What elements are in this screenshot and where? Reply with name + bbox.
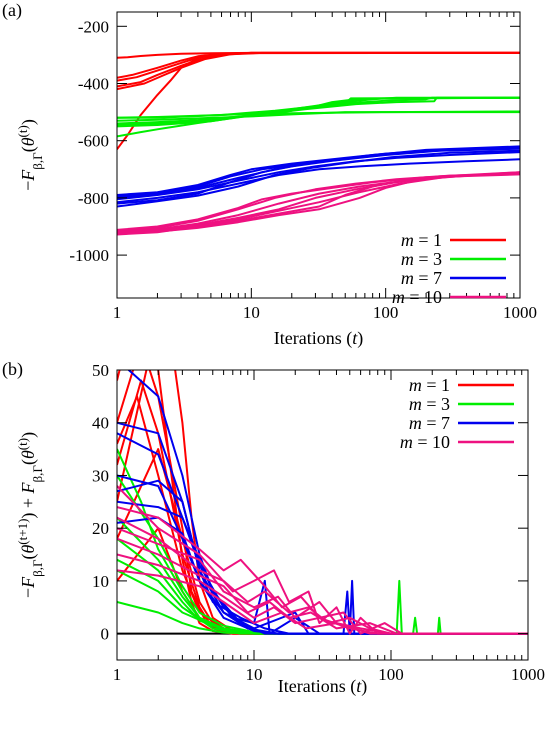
y-tick-label: -200 xyxy=(78,17,109,36)
series-line-m7-run-1 xyxy=(127,370,528,635)
x-tick-label: 100 xyxy=(373,303,399,322)
y-tick-label: -600 xyxy=(78,132,109,151)
x-tick-label: 10 xyxy=(246,665,263,684)
series-line-m7-run-5 xyxy=(117,158,520,204)
x-tick-label: 1000 xyxy=(511,665,545,684)
x-axis-label: Iterations (t) xyxy=(274,328,363,349)
panel-label: (a) xyxy=(2,0,22,21)
panel-label: (b) xyxy=(2,359,23,380)
panel-b: 1 10 100 1000 0 10 20 30 40 50 Iterations (t) −Fβ,Γ… xyxy=(2,359,545,697)
series-line-m3-run-2 xyxy=(117,111,520,122)
series-line-m7-run-6 xyxy=(117,147,520,205)
series-line-m1-run-2 xyxy=(117,51,520,79)
series-line-m10-run-4 xyxy=(117,527,528,635)
series-line-m3-run-7 xyxy=(117,96,520,119)
x-tick-label: 100 xyxy=(378,665,404,684)
x-tick-label: 1 xyxy=(113,303,122,322)
series-line-m10-run-5 xyxy=(117,537,528,635)
x-axis-label: Iterations (t) xyxy=(278,676,367,697)
x-tick-label: 1000 xyxy=(503,303,537,322)
y-tick-label: 10 xyxy=(92,572,109,591)
series-line-m10-run-7 xyxy=(117,173,520,231)
plot-frame xyxy=(116,11,521,299)
y-axis-label: −Fβ,Γ(θ(t+1)) + Fβ,Γ(θ(t)) xyxy=(15,432,45,598)
plot-area xyxy=(117,51,520,236)
legend-label: m = 1 xyxy=(401,230,442,250)
y-tick-label: 0 xyxy=(101,625,110,644)
x-tick-label: 1 xyxy=(113,665,122,684)
series-line-m10-run-6 xyxy=(117,172,520,236)
y-tick-label: -1000 xyxy=(69,246,109,265)
series-line-m7-run-7 xyxy=(117,149,520,208)
series-line-m10-run-3 xyxy=(117,516,528,635)
legend-label: m = 3 xyxy=(409,394,450,414)
legend-label: m = 7 xyxy=(409,413,450,433)
y-axis-label: −Fβ,Γ(θ(t)) xyxy=(15,119,45,191)
series-line-m10-run-7 xyxy=(117,569,528,635)
series-line-m10-run-1 xyxy=(117,485,528,635)
series-line-m3-run-6 xyxy=(117,96,520,138)
x-tick-label: 10 xyxy=(243,303,260,322)
y-tick-label: 20 xyxy=(92,519,109,538)
y-tick-label: 50 xyxy=(92,361,109,380)
y-tick-label: 40 xyxy=(92,414,109,433)
panel-a: 1 10 100 1000 -200 -400 -600 -800 -1000 Iteration… xyxy=(2,0,537,349)
series-line-m7-run-4 xyxy=(117,151,520,201)
figure: 1 10 100 1000-200-400-600-800-1000Iteration… xyxy=(2,0,545,697)
legend-label: m = 10 xyxy=(400,432,450,452)
plot-frame xyxy=(116,369,529,661)
legend-label: m = 1 xyxy=(409,375,450,395)
y-tick-label: -800 xyxy=(78,189,109,208)
y-tick-label: 30 xyxy=(92,466,109,485)
legend-label: m = 3 xyxy=(401,249,442,269)
series-line-m10-run-2 xyxy=(117,506,528,635)
y-tick-label: -400 xyxy=(78,75,109,94)
legend-label: m = 10 xyxy=(392,287,442,307)
plot-area xyxy=(117,370,528,635)
legend-label: m = 7 xyxy=(401,268,442,288)
